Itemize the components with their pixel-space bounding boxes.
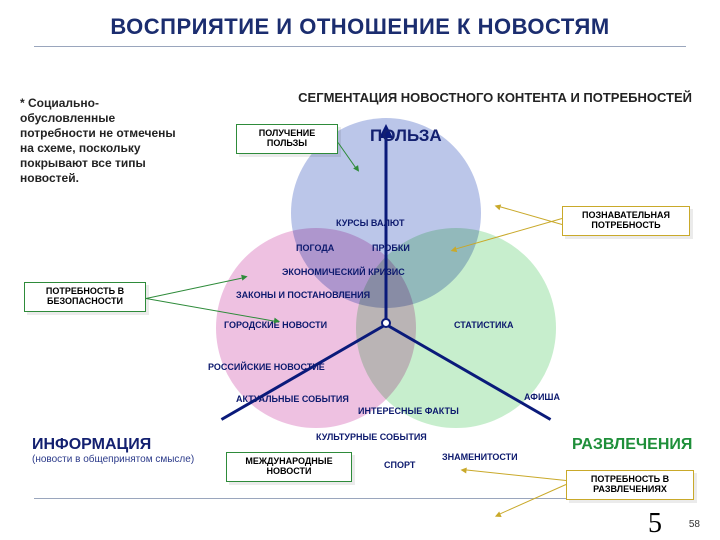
label-events: АКТУАЛЬНЫЕ СОБЫТИЯ <box>236 394 349 404</box>
label-crisis: ЭКОНОМИЧЕСКИЙ КРИЗИС <box>282 267 405 277</box>
label-traffic: ПРОБКИ <box>372 243 410 253</box>
subtitle: СЕГМЕНТАЦИЯ НОВОСТНОГО КОНТЕНТА И ПОТРЕБ… <box>298 90 692 105</box>
label-russian: РОССИЙСКИЕ НОВОСТИЕ <box>208 362 325 372</box>
box-intl: МЕЖДУНАРОДНЫЕ НОВОСТИ <box>226 452 352 482</box>
axis-label-left: ИНФОРМАЦИЯ <box>32 436 151 454</box>
page-title: ВОСПРИЯТИЕ И ОТНОШЕНИЕ К НОВОСТЯМ <box>0 14 720 40</box>
page-number-small: 58 <box>689 519 700 530</box>
label-celeb: ЗНАМЕНИТОСТИ <box>442 452 518 462</box>
label-sport: СПОРТ <box>384 460 415 470</box>
box-use: ПОЛУЧЕНИЕ ПОЛЬЗЫ <box>236 124 338 154</box>
label-facts: ИНТЕРЕСНЫЕ ФАКТЫ <box>358 406 459 416</box>
label-stats: СТАТИСТИКА <box>454 320 513 330</box>
center-dot-icon <box>381 318 391 328</box>
axis-sublabel-left: (новости в общепринятом смысле) <box>32 454 194 465</box>
leader-line <box>500 484 566 514</box>
slide: ВОСПРИЯТИЕ И ОТНОШЕНИЕ К НОВОСТЯМ * Соци… <box>0 0 720 540</box>
page-number-large: 5 <box>648 508 662 540</box>
box-cognitive: ПОЗНАВАТЕЛЬНАЯ ПОТРЕБНОСТЬ <box>562 206 690 236</box>
box-safety: ПОТРЕБНОСТЬ В БЕЗОПАСНОСТИ <box>24 282 146 312</box>
label-cultural: КУЛЬТУРНЫЕ СОБЫТИЯ <box>316 432 427 442</box>
footnote: * Социально-обусловленные потребности не… <box>20 96 176 186</box>
rule-top <box>34 46 686 47</box>
label-weather: ПОГОДА <box>296 243 334 253</box>
label-currency: КУРСЫ ВАЛЮТ <box>336 218 404 228</box>
label-poster: АФИША <box>524 392 560 402</box>
box-entertain: ПОТРЕБНОСТЬ В РАЗВЛЕЧЕНИЯХ <box>566 470 694 500</box>
axis-vertical <box>385 134 388 324</box>
axis-label-top: ПОЛЬЗА <box>370 126 442 146</box>
axis-label-right: РАЗВЛЕЧЕНИЯ <box>572 436 692 454</box>
label-laws: ЗАКОНЫ И ПОСТАНОВЛЕНИЯ <box>236 290 370 300</box>
